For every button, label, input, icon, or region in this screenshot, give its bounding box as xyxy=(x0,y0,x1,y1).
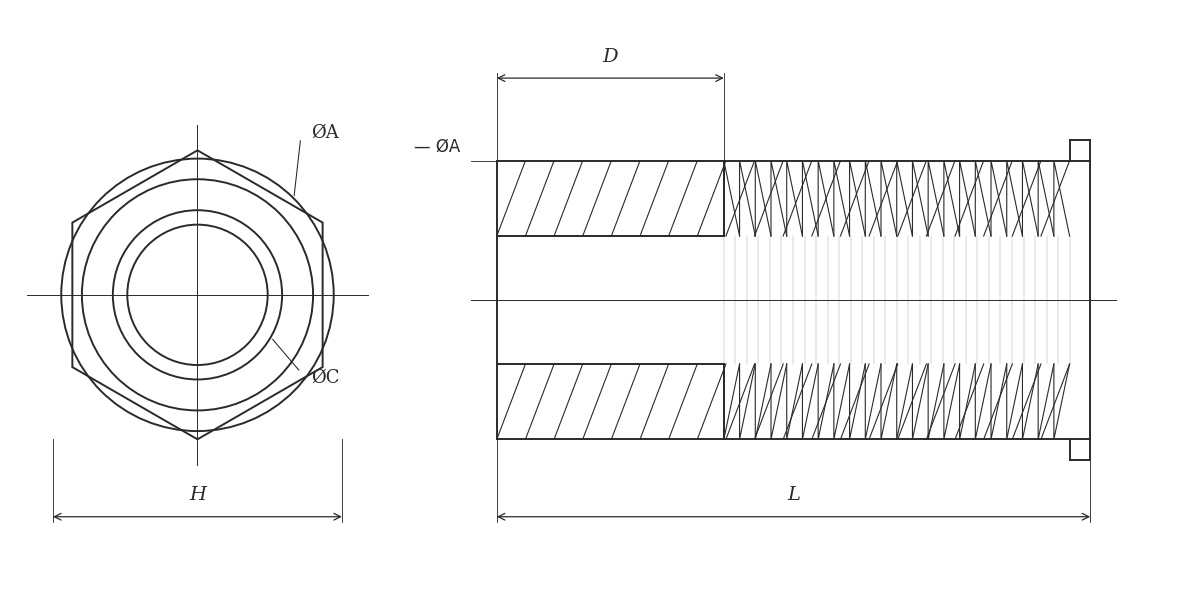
Text: H: H xyxy=(188,487,206,505)
Text: D: D xyxy=(602,48,618,66)
Text: — ØA: — ØA xyxy=(414,137,461,155)
Text: ØC: ØC xyxy=(311,368,340,386)
Text: L: L xyxy=(787,487,800,505)
Text: ØA: ØA xyxy=(311,124,338,142)
